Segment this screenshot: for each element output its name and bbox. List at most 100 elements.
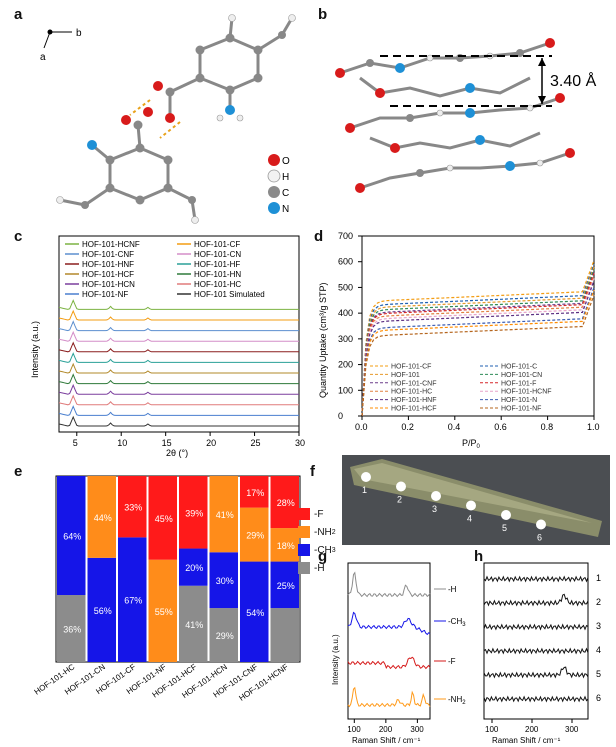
isotherm-y-ticks: 0 100 200 300 400 500 600 700 [338,231,362,421]
pxrd-trace [58,330,299,342]
raman-spot [501,510,511,520]
atom-legend: O H C N [267,154,290,215]
pxrd-trace [58,352,299,363]
composition-legend-item: -CH 3 [298,541,348,559]
raman-g-legend-label: -H [448,585,457,594]
pxrd-trace [58,362,299,374]
raman-g-traces [347,571,431,708]
isotherm-y-tick-label: 0 [338,411,343,421]
isotherm-legend-label: HOF-101-CNF [391,380,437,387]
axis-label-a: a [40,52,46,63]
raman-spot [396,481,406,492]
isotherm-x-ticks: 0.0 0.2 0.4 0.6 0.8 1.0 [355,416,600,432]
raman-h-frame [483,562,589,720]
composition-bar-segment [87,557,116,662]
pxrd-trace [58,373,299,385]
raman-g-trace [347,611,431,636]
raman-h-trace [483,647,589,655]
isotherm-chart: 0 100 200 300 400 500 600 700 0.0 0.2 0.4 0.6 0.8 1.… [318,231,600,450]
atom-legend-n: N [282,204,289,215]
raman-spot-label: 2 [397,495,402,505]
composition-legend-item: -NH 2 [298,523,348,541]
raman-h-x-tick-label: 300 [565,725,579,734]
pxrd-legend-label: HOF-101-HC [194,280,241,289]
stacked-molecule-atoms [335,38,575,193]
isotherm-y-tick-label: 700 [338,231,353,241]
pxrd-plot-frame [58,235,300,433]
isotherm-legend-label: HOF-101-HNF [391,397,437,404]
composition-bar-label: 25% [277,581,295,591]
isotherm-trace [361,278,595,417]
isotherm-y-tick-label: 500 [338,282,353,292]
composition-bar-label: 30% [216,576,234,586]
composition-bar-label: 67% [124,596,142,606]
pxrd-legend-label: HOF-101-NF [82,290,128,299]
composition-bar-label: 29% [246,531,264,541]
pxrd-legend-label: HOF-101-CF [194,240,240,249]
composition-legend-label: -F [314,508,324,520]
composition-bar-label: 18% [277,541,295,551]
axis-indicator: b a [40,28,82,63]
pxrd-x-tick-label: 30 [295,438,305,448]
pxrd-legend-label: HOF-101-HCN [82,280,135,289]
pxrd-trace [58,320,299,332]
pxrd-x-label: 2θ (°) [166,448,188,458]
composition-legend-label: -H [314,562,325,574]
isotherm-x-tick-label: 0.0 [355,422,368,432]
pxrd-x-tick-label: 20 [206,438,216,448]
composition-bar-segment [240,561,269,662]
molecule-diagram-a: b a [40,14,296,224]
isotherm-x-tick-label: 0.6 [494,422,507,432]
raman-h-x-tick-label: 100 [485,725,499,734]
composition-bar-label: 17% [246,488,264,498]
isotherm-x-tick-label: 1.0 [587,422,600,432]
raman-g-trace [347,571,431,598]
composition-legend-swatch [298,544,310,556]
isotherm-legend-label: HOF-101-F [501,380,536,387]
raman-spot [361,472,371,482]
composition-bar-segment [270,528,299,562]
isotherm-x-tick-label: 0.8 [541,422,554,432]
isotherm-trace [361,264,595,417]
isotherm-x-tick-label: 0.4 [448,422,461,432]
pxrd-legend-label: HOF-101-HCNF [82,240,140,249]
isotherm-y-label: Quantity Uptake (cm³/g STP) [318,282,328,398]
pxrd-trace [58,405,299,416]
pxrd-legend-label: HOF-101-HCF [82,270,134,279]
composition-bar-label: 20% [185,563,203,573]
raman-g-frame [347,562,431,720]
raman-spot [431,491,441,501]
raman-g-trace [347,656,431,670]
composition-bar-segment [87,476,116,558]
raman-spot-label: 3 [432,504,437,514]
stacking-diagram-b: 3.40 Å [335,38,597,193]
composition-bar-segment [118,537,147,662]
panel-letter-a: a [14,6,23,23]
raman-h-traces: 1 2 3 4 5 6 [483,573,601,703]
composition-bar-segment [148,476,177,560]
raman-g-legend: -H -CH3 -F -NH2 [434,585,466,706]
composition-bar-label: 54% [246,608,264,618]
panel-letter-h: h [474,548,484,565]
composition-bars: 36% 64% 56% 44% 67% 33% 55% 45% 41% 20% 39% 29% 30% 4… [57,476,299,662]
raman-h-trace-label: 1 [596,573,601,583]
composition-bar-label: 41% [216,510,234,520]
isotherm-trace [361,271,595,417]
isotherm-x-label: P/P0 [462,438,481,450]
composition-bar-label: 45% [155,514,173,524]
pxrd-x-tick-label: 5 [73,438,78,448]
isotherm-x-tick-label: 0.2 [401,422,414,432]
raman-chart-g: -H-CH3-F-NH2 100 200 300 Intensity (a.u.) … [331,562,466,745]
pxrd-trace [58,394,299,406]
composition-bar-label: 56% [94,606,112,616]
composition-bar-segment [57,595,86,662]
isotherm-y-tick-label: 300 [338,334,353,344]
pxrd-legend-label: HOF-101-HNF [82,260,134,269]
panel-letter-c: c [14,228,23,245]
panel-letter-e: e [14,463,23,480]
isotherm-legend-label: HOF-101-CF [391,364,431,371]
isotherm-traces [361,260,595,417]
composition-bar-segment [148,559,177,662]
panel-letter-d: d [314,228,324,245]
